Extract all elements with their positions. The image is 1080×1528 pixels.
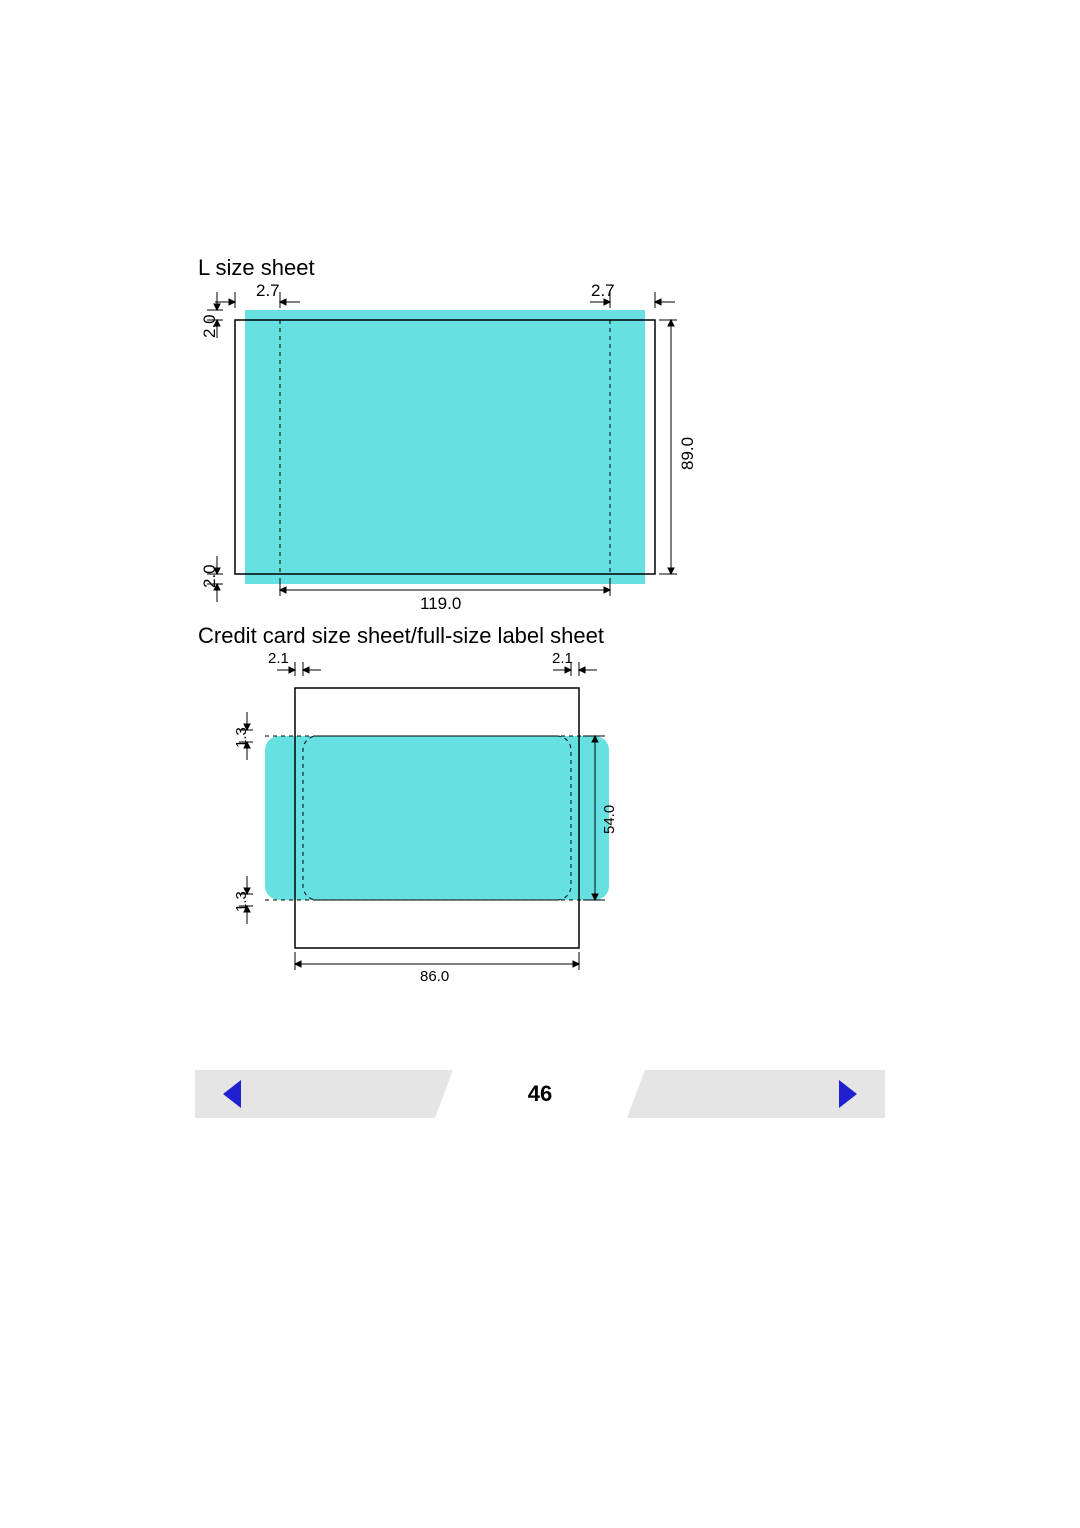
cc-margin-left-label: 2.1 (268, 650, 289, 667)
prev-page-arrow-icon[interactable] (223, 1080, 241, 1108)
l-width-label: 119.0 (420, 594, 461, 614)
page-footer: 46 (195, 1070, 885, 1118)
l-sheet-diagram (195, 280, 895, 620)
page: L size sheet (0, 0, 1080, 1528)
cc-margin-bottom-label: 1.3 (233, 891, 250, 912)
l-height-label: 89.0 (678, 437, 698, 470)
l-margin-bottom-label: 2.0 (200, 564, 220, 588)
cc-width-label: 86.0 (420, 968, 449, 985)
cc-margin-top-label: 1.3 (233, 727, 250, 748)
l-margin-right-label: 2.7 (591, 281, 615, 301)
cc-sheet-diagram (195, 648, 895, 998)
next-page-arrow-icon[interactable] (839, 1080, 857, 1108)
page-number: 46 (195, 1070, 885, 1118)
cc-sheet-title: Credit card size sheet/full-size label s… (198, 623, 604, 649)
cc-margin-right-label: 2.1 (552, 650, 573, 667)
cc-height-label: 54.0 (601, 805, 618, 834)
l-margin-top-label: 2.0 (200, 314, 220, 338)
l-margin-left-label: 2.7 (256, 281, 280, 301)
l-sheet-title: L size sheet (198, 255, 315, 281)
